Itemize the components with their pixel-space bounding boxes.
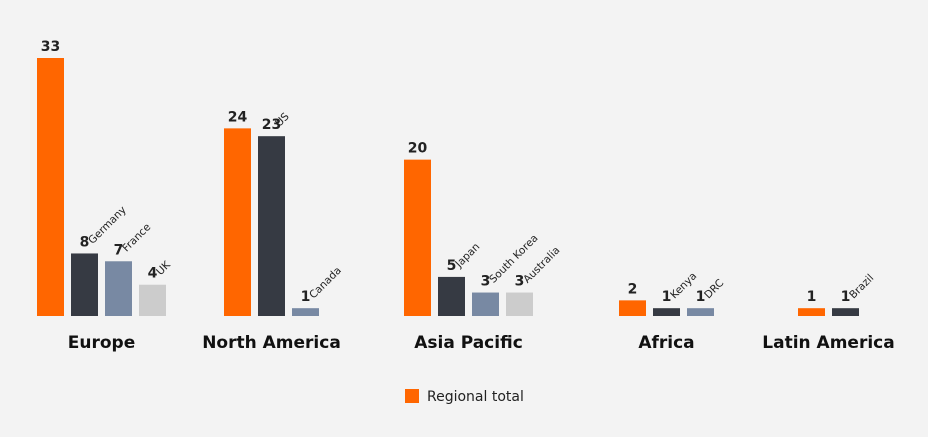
country-label-canada: Canada (307, 265, 344, 302)
value-label-kenya: 1 (662, 289, 672, 305)
legend-swatch-regional-total (405, 389, 419, 403)
bar-total-africa (619, 300, 646, 316)
group-label-europe: Europe (68, 333, 135, 353)
value-label-germany: 8 (80, 234, 90, 250)
value-label-drc: 1 (696, 289, 706, 305)
group-label-latin-america: Latin America (762, 333, 894, 353)
bar-australia (506, 292, 533, 316)
value-label-total-latin-america: 1 (807, 289, 817, 305)
country-label-brazil: Brazil (847, 272, 876, 301)
bar-germany (71, 253, 98, 316)
bar-france (105, 261, 132, 316)
bar-brazil (832, 308, 859, 316)
country-label-france: France (120, 221, 153, 254)
bar-us (258, 136, 285, 316)
country-label-drc: DRC (702, 277, 726, 301)
group-label-asia-pacific: Asia Pacific (414, 333, 523, 353)
value-label-australia: 3 (515, 274, 525, 290)
value-label-us: 23 (262, 117, 281, 133)
bar-total-north-america (224, 128, 251, 316)
value-label-france: 7 (114, 242, 124, 258)
value-label-total-africa: 2 (628, 281, 638, 297)
value-label-total-north-america: 24 (228, 109, 248, 125)
legend-label-regional-total: Regional total (427, 389, 524, 405)
bar-total-europe (37, 58, 64, 316)
value-label-uk: 4 (148, 266, 158, 282)
group-label-africa: Africa (638, 333, 694, 353)
bar-japan (438, 276, 465, 316)
group-label-north-america: North America (202, 333, 341, 353)
bar-south-korea (472, 292, 499, 316)
bar-canada (292, 308, 319, 316)
bar-uk (139, 284, 166, 316)
country-label-germany: Germany (86, 204, 129, 247)
bar-kenya (653, 308, 680, 316)
value-label-south-korea: 3 (481, 274, 491, 290)
value-label-canada: 1 (301, 289, 311, 305)
bar-total-latin-america (798, 308, 825, 316)
bar-drc (687, 308, 714, 316)
value-label-japan: 5 (447, 258, 457, 274)
legend: Regional total (405, 389, 524, 405)
value-label-brazil: 1 (841, 289, 851, 305)
value-label-total-asia-pacific: 20 (408, 141, 428, 157)
bar-total-asia-pacific (404, 159, 431, 316)
country-label-japan: Japan (452, 241, 482, 271)
value-label-total-europe: 33 (41, 39, 60, 55)
